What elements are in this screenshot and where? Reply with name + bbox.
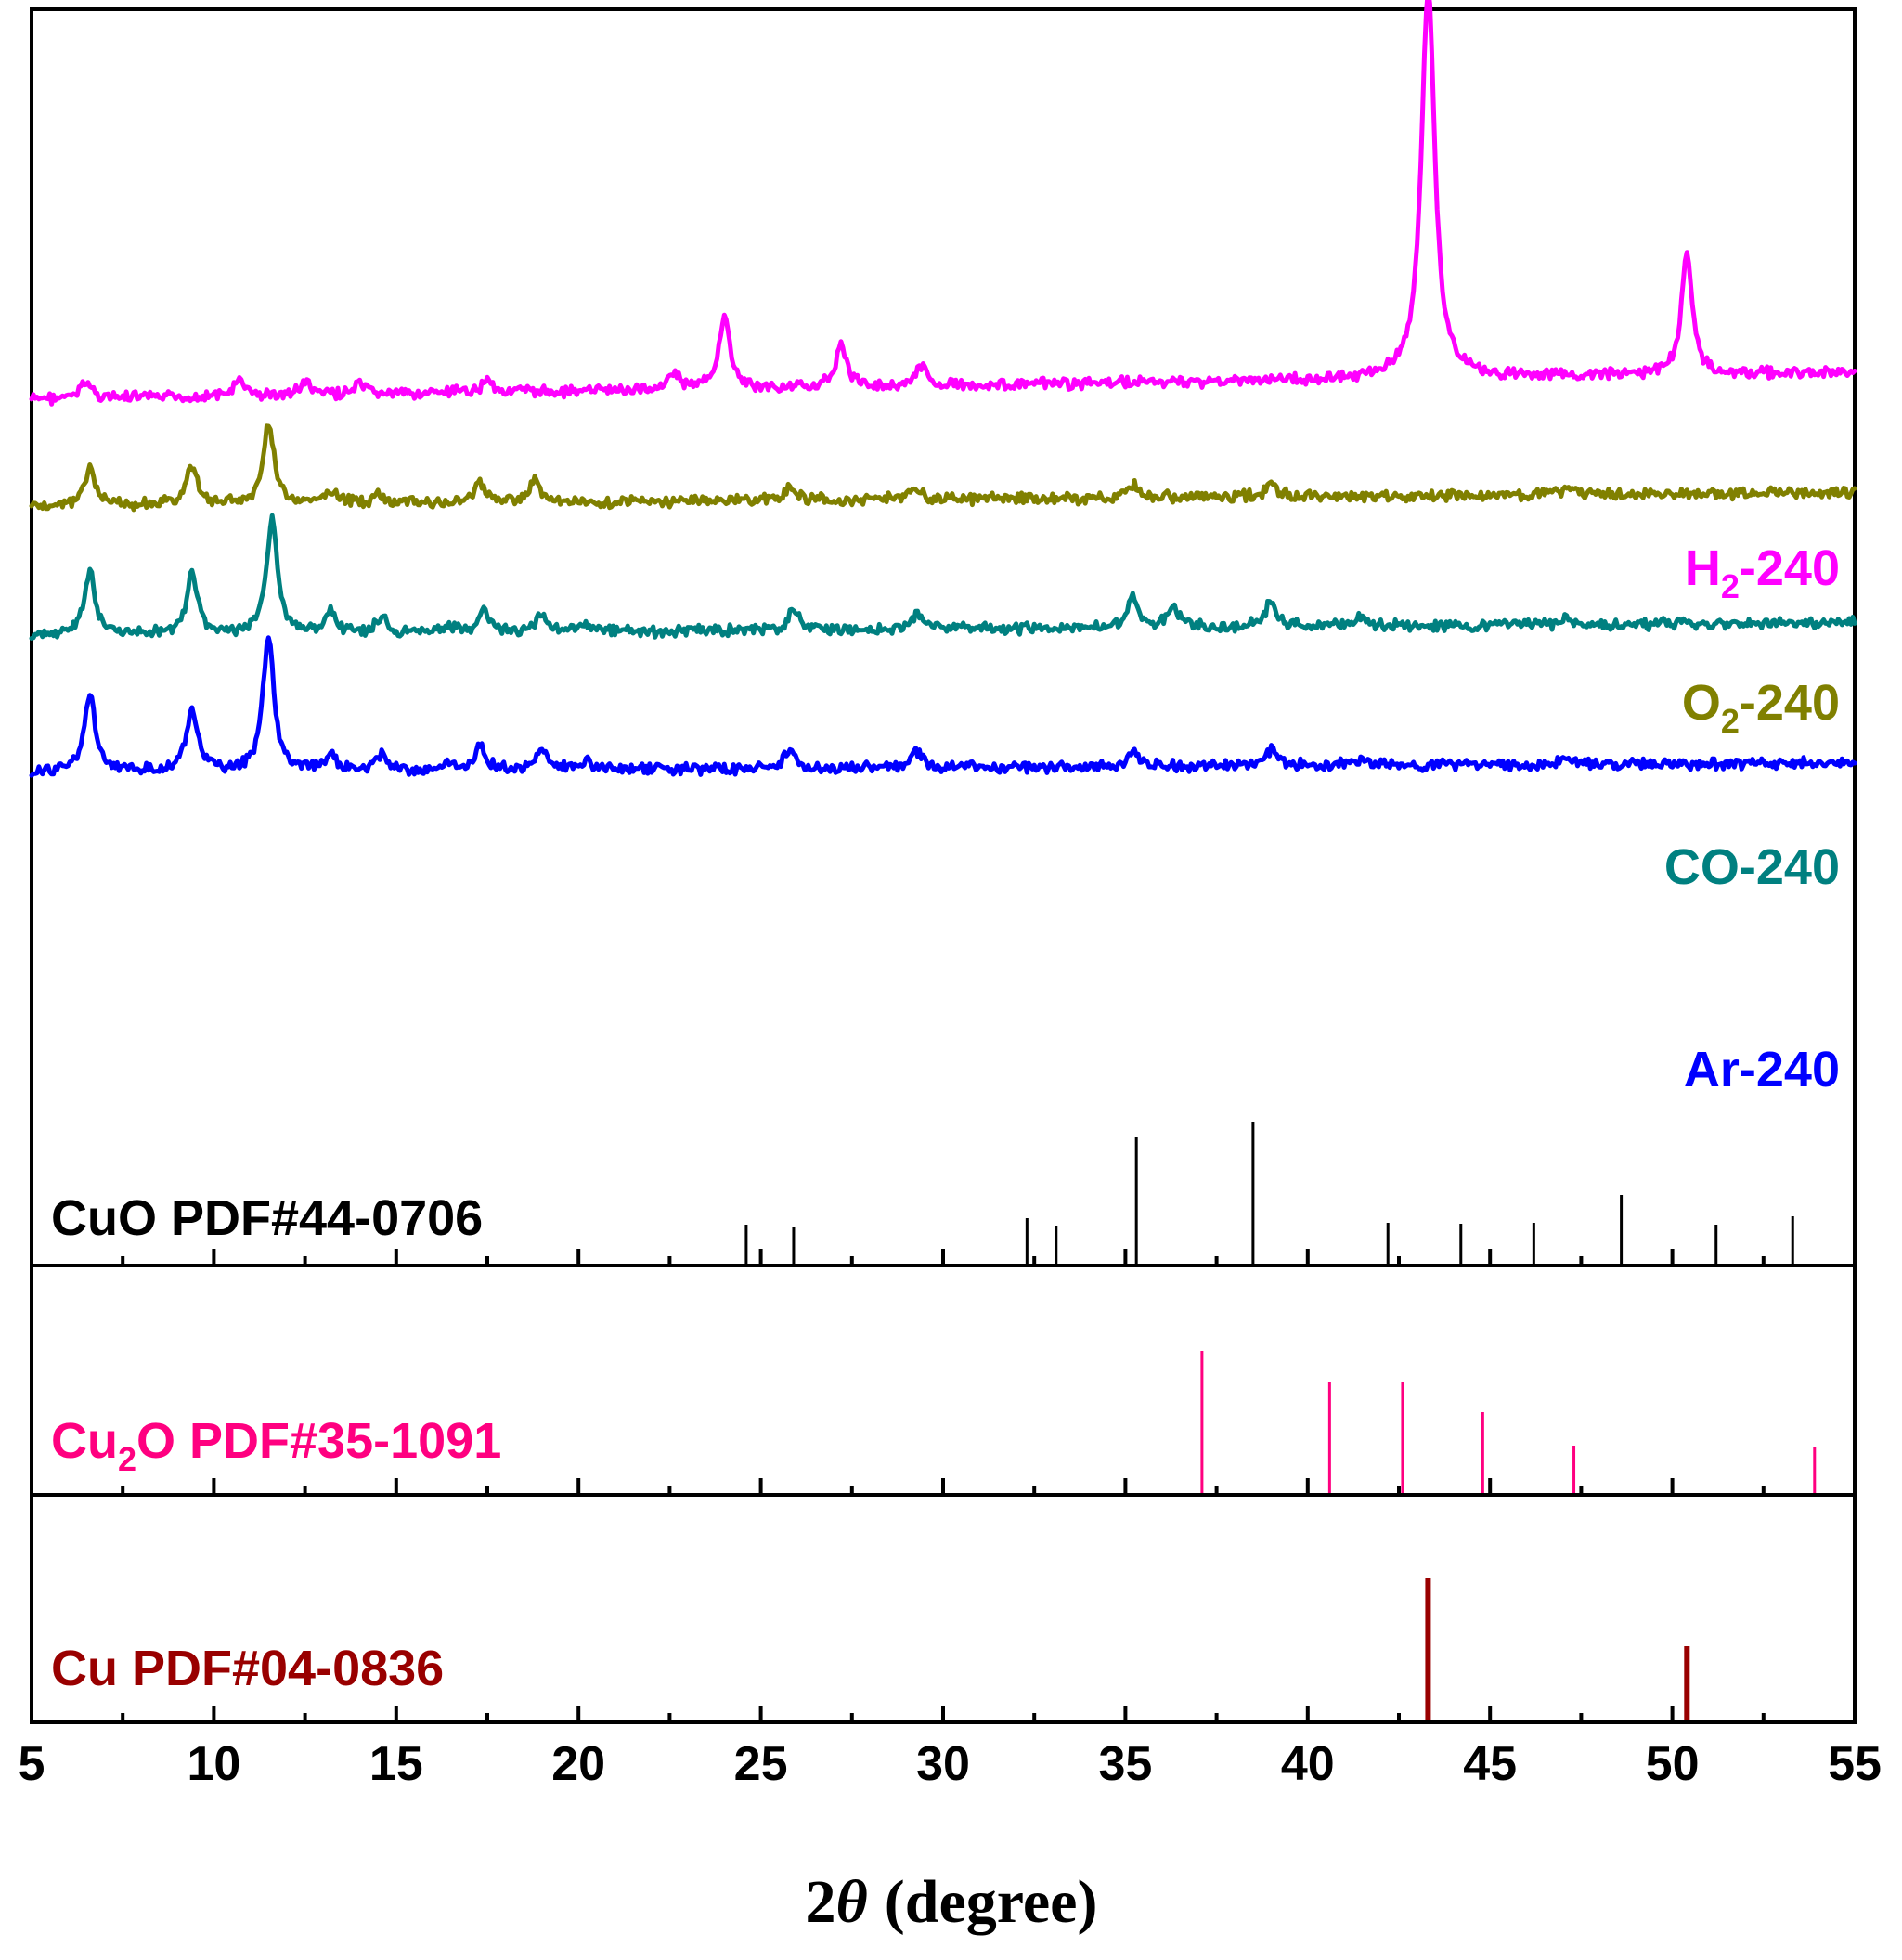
x-tick-label: 25 [734,1737,788,1791]
series-label-H2-240: H2-240 [1685,540,1840,605]
series-line-Ar-240 [29,635,1857,778]
x-tick-label: 15 [369,1737,423,1791]
series-label-O2-240: O2-240 [1682,675,1840,740]
x-tick-label: 10 [187,1737,240,1791]
x-tick-label: 45 [1463,1737,1517,1791]
x-axis-label: 2θ (degree) [806,1868,1098,1936]
reference-label-Cu PDF#04-0836: Cu PDF#04-0836 [51,1641,444,1696]
panel-frame-1 [30,7,1857,1267]
series-label-CO-240: CO-240 [1664,839,1840,895]
x-tick-label: 50 [1646,1737,1700,1791]
x-tick-label: 5 [19,1737,45,1791]
series-line-CO-240 [29,513,1857,641]
x-tick-label: 20 [551,1737,605,1791]
x-tick-label: 30 [916,1737,970,1791]
series-label-Ar-240: Ar-240 [1684,1042,1840,1097]
series-line-H2-240 [29,0,1857,407]
x-tick-label: 55 [1828,1737,1882,1791]
series-line-O2-240 [29,423,1857,513]
x-tick-label: 35 [1098,1737,1152,1791]
reference-label-Cu2O PDF#35-1091: Cu2O PDF#35-1091 [51,1413,501,1478]
x-tick-label: 40 [1281,1737,1335,1791]
reference-label-CuO PDF#44-0706: CuO PDF#44-0706 [51,1190,483,1246]
